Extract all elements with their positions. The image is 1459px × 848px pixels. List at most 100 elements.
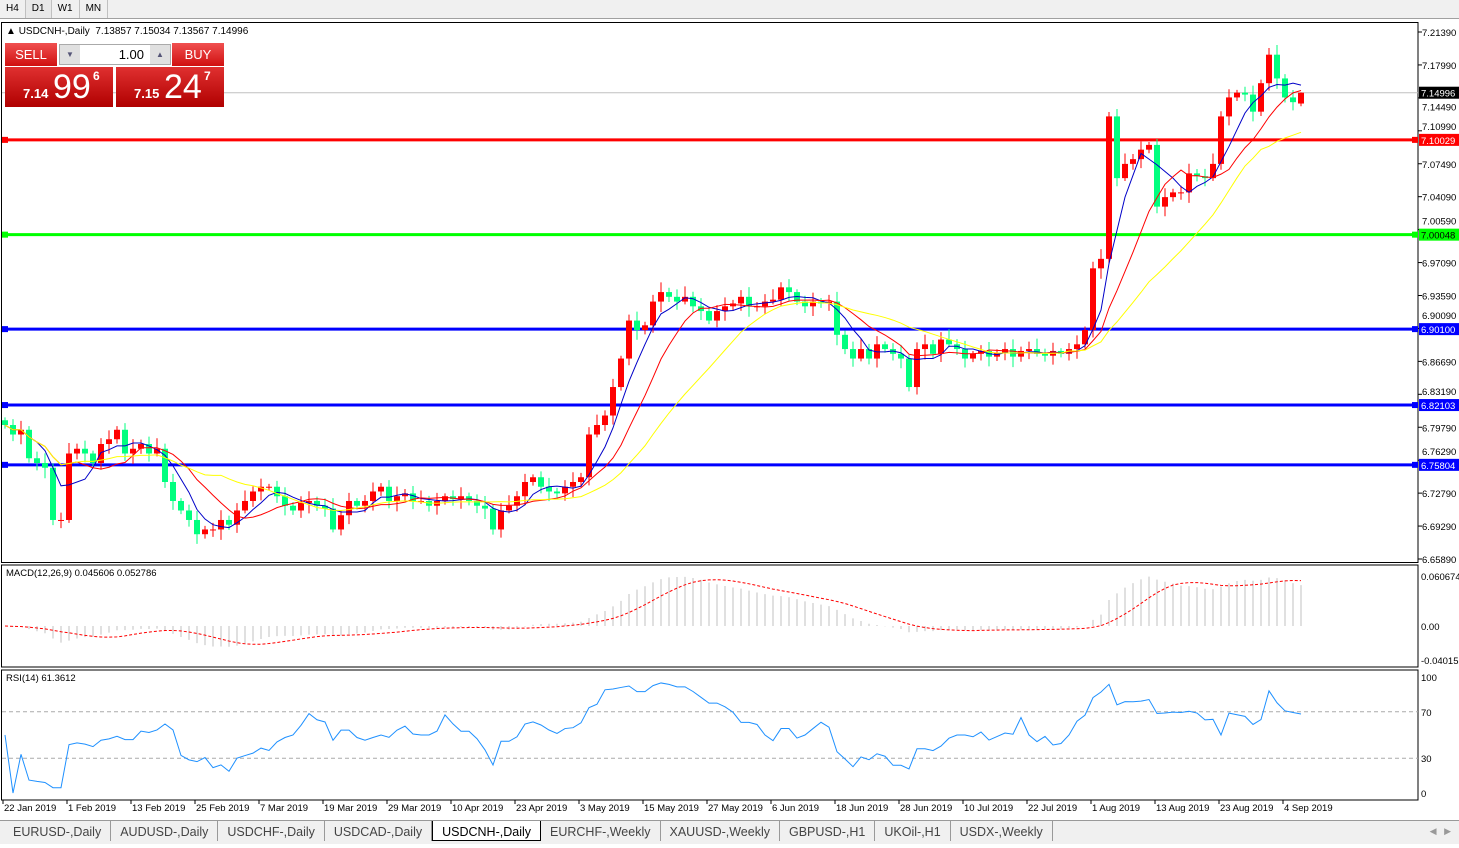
candle-body xyxy=(210,529,216,531)
level-handle xyxy=(1412,461,1418,468)
tab-scroll-arrows[interactable]: ◀ ▶ xyxy=(1429,826,1451,836)
timeframe-w1[interactable]: W1 xyxy=(52,0,80,18)
candle-body xyxy=(1194,173,1200,177)
candle-body xyxy=(674,296,680,302)
level-handle xyxy=(2,402,8,409)
lot-size-value[interactable]: 1.00 xyxy=(118,47,144,62)
candle-body xyxy=(106,439,112,445)
candle-body xyxy=(370,491,376,501)
buy-price-button[interactable]: 7.15 24 7 xyxy=(116,67,224,107)
candle-body xyxy=(1090,268,1096,331)
candle-body xyxy=(482,505,488,509)
candle-body xyxy=(594,425,600,435)
buy-button[interactable]: BUY xyxy=(172,43,224,66)
candle-body xyxy=(498,510,504,530)
candle-body xyxy=(202,529,208,535)
candle-body xyxy=(1114,116,1120,179)
y-tick-label: 6.79790 xyxy=(1422,423,1456,434)
level-price-tag xyxy=(1419,133,1459,146)
decrease-lot-button[interactable]: ▼ xyxy=(60,45,80,64)
candle-body xyxy=(706,311,712,321)
x-tick-label: 23 Aug 2019 xyxy=(1220,803,1273,814)
macd-pane-frame xyxy=(1,564,1419,668)
candle-body xyxy=(74,448,80,454)
candle-body xyxy=(626,320,632,359)
candle-body xyxy=(442,496,448,501)
candle-body xyxy=(546,486,552,492)
candle-body xyxy=(322,505,328,509)
candle-body xyxy=(1234,92,1240,98)
price-chart[interactable]: 7.21390 7.17990 7.14490 7.10990 7.07490 7.040… xyxy=(0,20,1459,820)
timeframe-mn[interactable]: MN xyxy=(80,0,109,18)
chart-tab[interactable]: AUDUSD-,Daily xyxy=(111,821,219,841)
candle-body xyxy=(914,349,920,388)
chart-tab[interactable]: EURUSD-,Daily xyxy=(4,821,112,841)
sell-button[interactable]: SELL xyxy=(5,43,57,66)
chart-tab[interactable]: USDCHF-,Daily xyxy=(218,821,325,841)
chart-tabs: EURUSD-,Daily AUDUSD-,Daily USDCHF-,Daily U… xyxy=(0,820,1459,844)
candle-body xyxy=(410,493,416,501)
chart-tab[interactable]: EURCHF-,Weekly xyxy=(541,821,661,841)
candle-body xyxy=(634,320,640,331)
candle-body xyxy=(978,350,984,354)
timeframe-h4[interactable]: H4 xyxy=(0,0,26,18)
candle-body xyxy=(1026,349,1032,351)
lot-size-stepper[interactable]: ▼ 1.00 ▲ xyxy=(59,44,171,65)
level-price-tag xyxy=(1419,323,1459,336)
x-tick-label: 19 Mar 2019 xyxy=(324,803,377,814)
candle-body xyxy=(1162,197,1168,207)
candle-body xyxy=(858,349,864,359)
candle-body xyxy=(802,301,808,307)
candle-body xyxy=(394,496,400,501)
candle-body xyxy=(650,301,656,326)
increase-lot-button[interactable]: ▲ xyxy=(150,45,170,64)
level-price-label: 7.10029 xyxy=(1421,136,1455,147)
chart-tab[interactable]: USDCNH-,Daily xyxy=(432,821,542,841)
y-tick-label: 6.72790 xyxy=(1422,489,1456,500)
chart-tab[interactable]: USDX-,Weekly xyxy=(951,821,1053,841)
x-tick-label: 22 Jul 2019 xyxy=(1028,803,1077,814)
sell-price-button[interactable]: 7.14 99 6 xyxy=(5,67,113,107)
chart-tab[interactable]: GBPUSD-,H1 xyxy=(780,821,876,841)
candle-body xyxy=(50,467,56,520)
candle-body xyxy=(1282,78,1288,98)
chart-tab[interactable]: USDCAD-,Daily xyxy=(325,821,433,841)
level-price-label: 6.82103 xyxy=(1421,401,1455,412)
candle-body xyxy=(162,448,168,482)
candle-body xyxy=(194,519,200,535)
candle-body xyxy=(82,448,88,454)
y-tick-label: 6.97090 xyxy=(1422,259,1456,270)
candle-body xyxy=(42,463,48,468)
timeframe-d1[interactable]: D1 xyxy=(25,0,52,18)
level-price-label: 6.90100 xyxy=(1421,325,1455,336)
candle-body xyxy=(666,292,672,297)
candle-body xyxy=(642,325,648,331)
timeframe-toolbar: H4 D1 W1 MN xyxy=(0,0,1459,19)
candle-body xyxy=(1042,353,1048,356)
symbol-label: USDCNH-,Daily xyxy=(18,26,90,37)
candle-body xyxy=(1274,54,1280,79)
candle-body xyxy=(66,453,72,520)
candle-body xyxy=(610,387,616,416)
main-pane-frame xyxy=(1,22,1419,563)
ohlc-label: 7.13857 7.15034 7.13567 7.14996 xyxy=(95,26,249,37)
candle-body xyxy=(234,510,240,525)
candle-body xyxy=(226,519,232,525)
chart-tab[interactable]: UKOil-,H1 xyxy=(875,821,951,841)
candle-body xyxy=(682,296,688,302)
y-tick-label: 6.93590 xyxy=(1422,292,1456,303)
candle-body xyxy=(1226,97,1232,117)
chart-tab[interactable]: XAUUSD-,Weekly xyxy=(661,821,780,841)
macd-axis-label: 0.00 xyxy=(1421,622,1440,633)
y-tick-label: 6.69290 xyxy=(1422,522,1456,533)
candle-body xyxy=(1266,54,1272,84)
sell-price-fraction: 6 xyxy=(93,69,100,83)
y-tick-label: 7.04090 xyxy=(1422,193,1456,204)
candle-body xyxy=(354,500,360,506)
y-tick-label: 6.86690 xyxy=(1422,357,1456,368)
candle-body xyxy=(506,505,512,511)
candle-body xyxy=(58,519,64,521)
candle-body xyxy=(578,477,584,482)
x-tick-label: 7 Mar 2019 xyxy=(260,803,308,814)
level-handle xyxy=(1412,136,1418,143)
